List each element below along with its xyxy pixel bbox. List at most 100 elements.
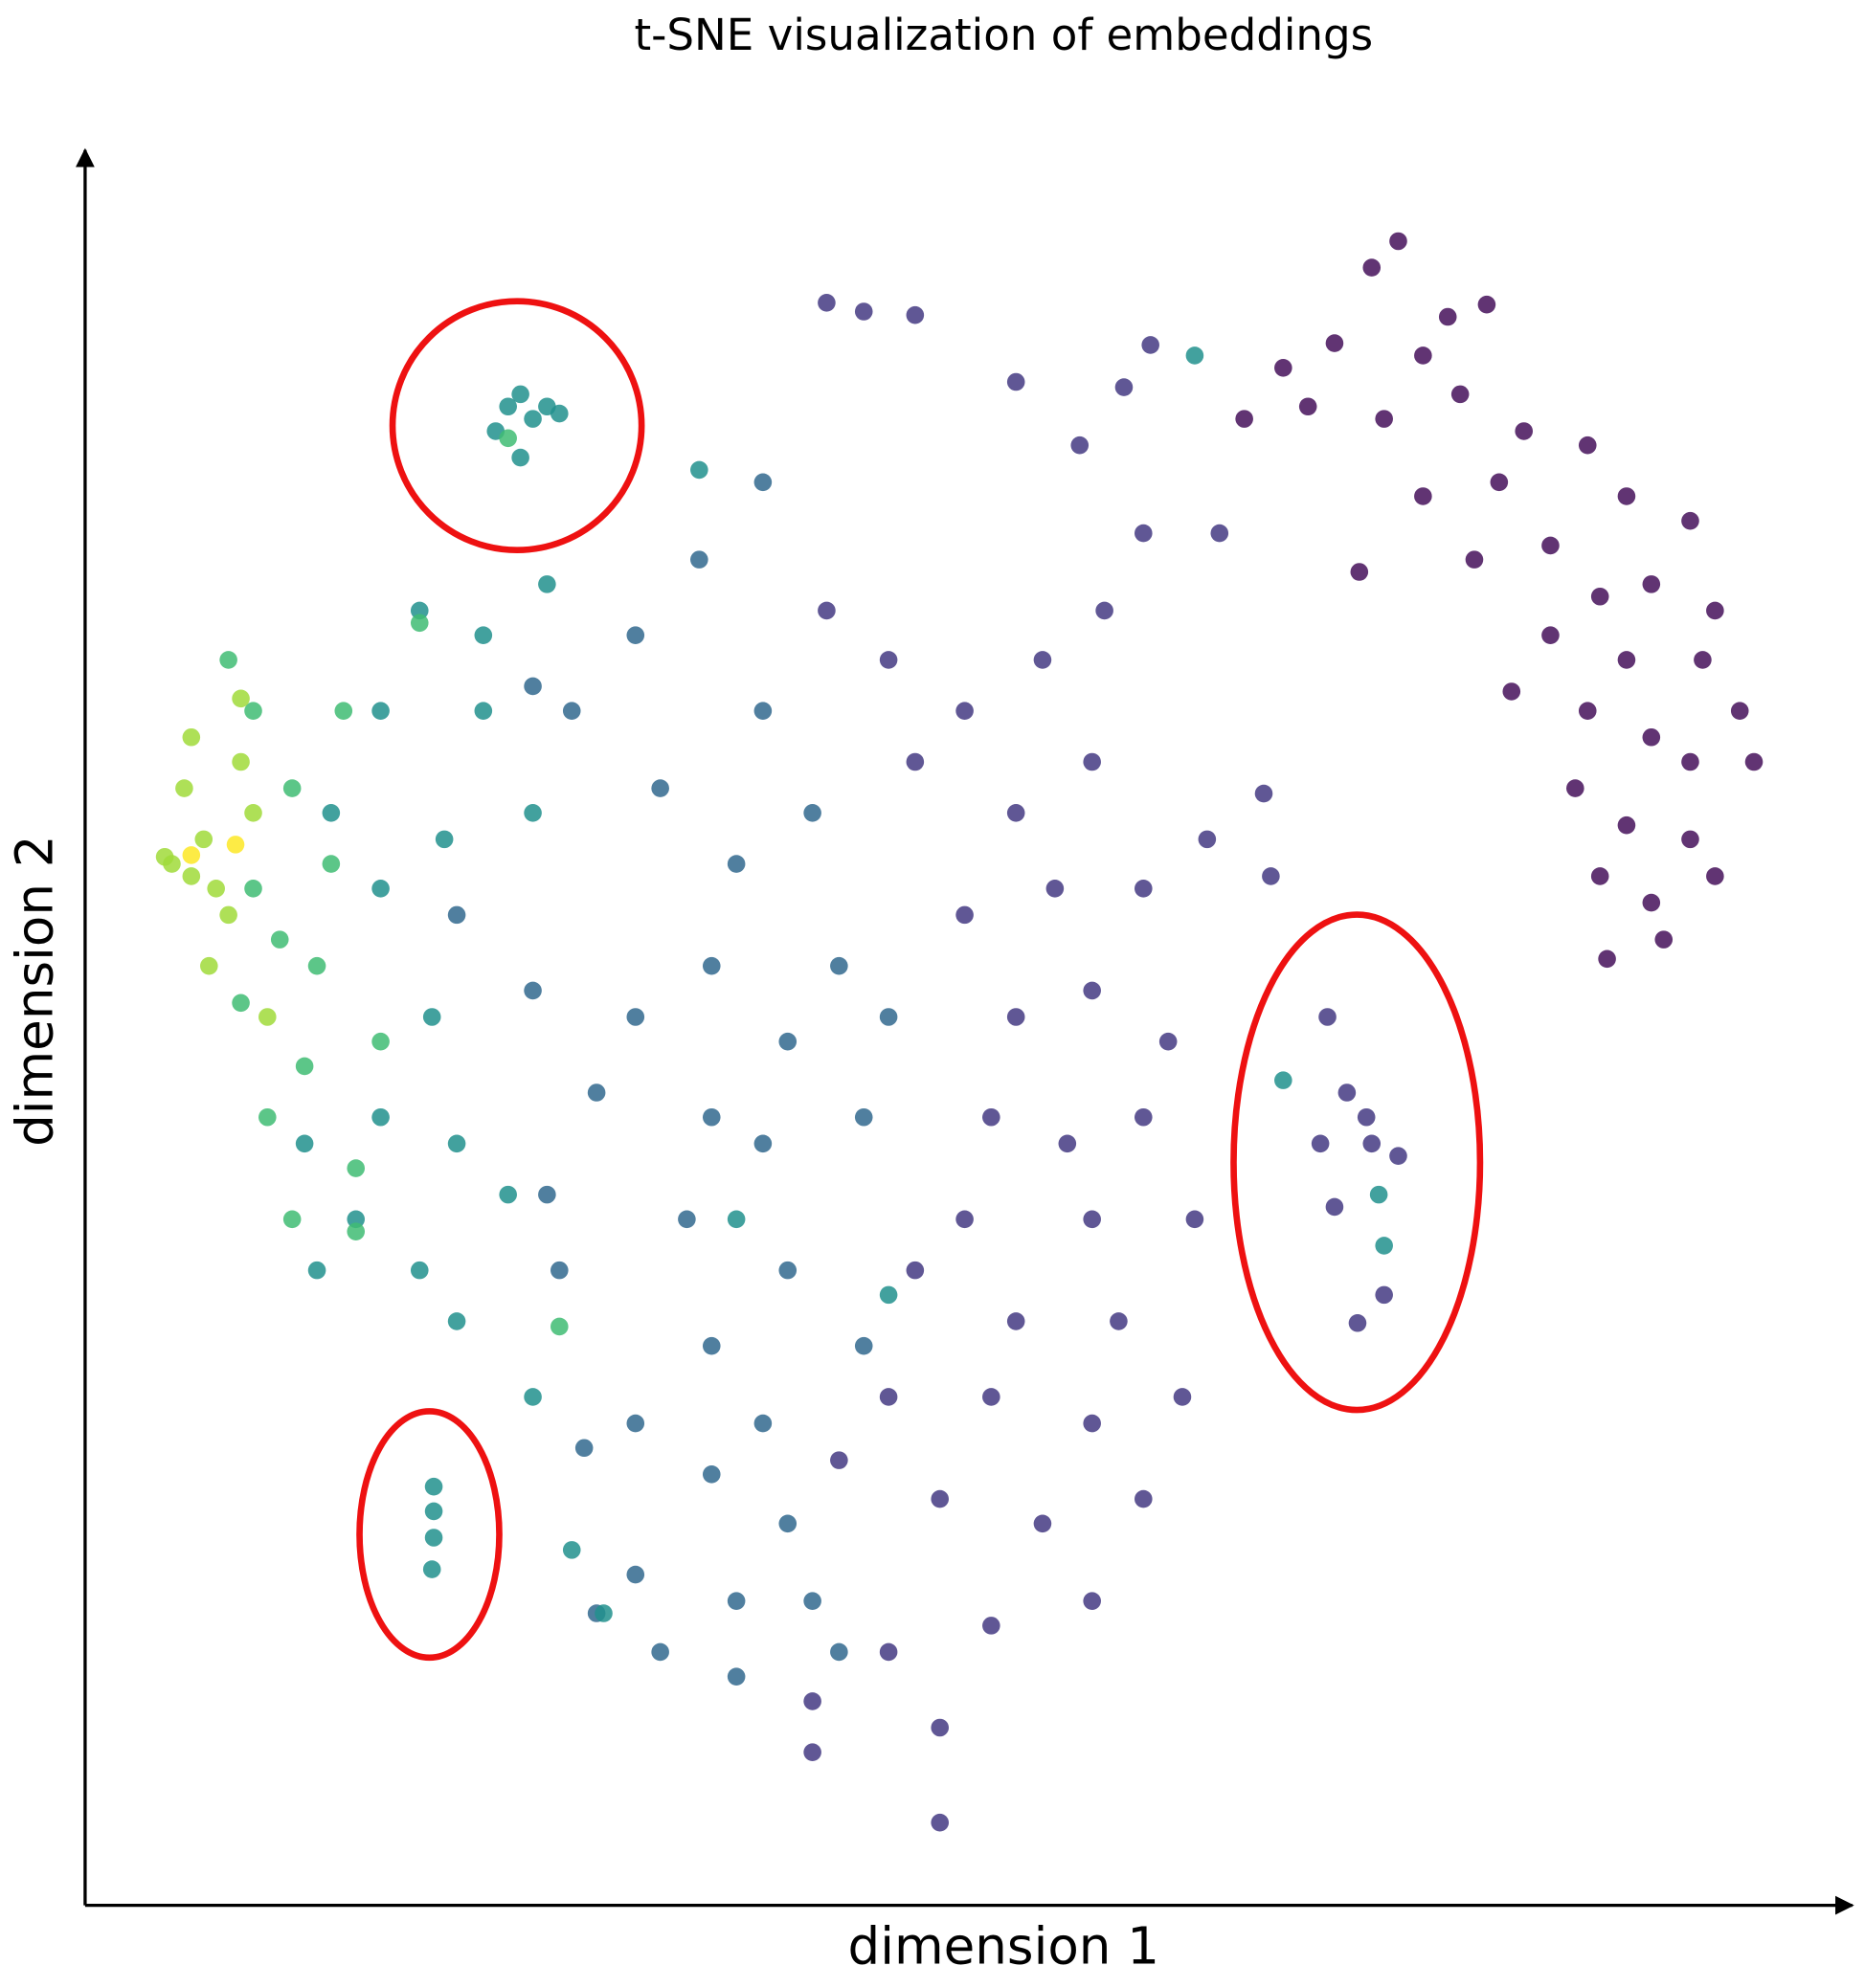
point: [1006, 372, 1025, 391]
point: [1541, 536, 1560, 555]
point: [1348, 1313, 1367, 1332]
point: [1414, 487, 1432, 505]
point: [1006, 1008, 1025, 1026]
point: [347, 1210, 366, 1229]
point: [200, 956, 218, 975]
point: [424, 1477, 443, 1496]
point: [282, 1210, 302, 1229]
point: [1235, 410, 1253, 428]
point: [435, 830, 454, 849]
point: [1274, 1071, 1292, 1089]
point: [1262, 867, 1280, 885]
point: [371, 1032, 390, 1051]
point: [1110, 1312, 1128, 1330]
point: [1515, 422, 1534, 440]
point: [1298, 397, 1317, 416]
point: [1198, 830, 1217, 849]
point: [1210, 524, 1229, 543]
point: [307, 1261, 326, 1280]
points: [155, 232, 1764, 1832]
point: [410, 601, 429, 620]
point: [538, 1185, 556, 1204]
point: [854, 302, 873, 321]
point: [1681, 830, 1699, 849]
point: [258, 1008, 277, 1026]
point: [424, 1529, 443, 1547]
point: [879, 1642, 898, 1662]
point: [931, 1489, 950, 1508]
point: [410, 1261, 429, 1280]
point: [854, 1336, 873, 1355]
highlight-ellipse: [389, 298, 645, 554]
point: [422, 1008, 441, 1026]
point: [499, 429, 517, 448]
point: [334, 702, 353, 720]
point: [270, 930, 289, 949]
point: [447, 1312, 466, 1330]
point: [562, 702, 581, 720]
point: [1617, 815, 1636, 835]
point: [778, 1514, 798, 1533]
point: [175, 779, 193, 797]
point: [1185, 346, 1204, 365]
point: [295, 1134, 314, 1153]
point: [1694, 651, 1712, 669]
point: [982, 1617, 1000, 1635]
point: [626, 626, 645, 644]
point: [1006, 804, 1025, 822]
point: [524, 1388, 542, 1406]
point: [232, 689, 250, 708]
point: [1541, 626, 1560, 644]
point: [1350, 563, 1369, 581]
point: [1450, 385, 1470, 404]
point: [1070, 436, 1090, 455]
point: [753, 1134, 773, 1153]
point: [1706, 601, 1724, 620]
chart-title: t-SNE visualization of embeddings: [634, 10, 1373, 60]
point: [1135, 524, 1153, 543]
point: [906, 305, 925, 324]
point: [778, 1261, 798, 1280]
point: [778, 1032, 798, 1051]
point: [371, 702, 390, 720]
point: [1465, 550, 1484, 569]
point: [1477, 295, 1496, 314]
point: [1502, 682, 1521, 701]
point: [1490, 473, 1509, 492]
point: [818, 294, 836, 312]
point: [1389, 1147, 1407, 1165]
point: [1083, 1210, 1101, 1229]
point: [1438, 307, 1457, 326]
point: [1617, 651, 1636, 669]
point: [803, 1592, 821, 1610]
point: [1730, 702, 1749, 720]
point: [499, 1185, 517, 1204]
point: [155, 847, 174, 866]
point: [982, 1107, 1000, 1127]
point: [511, 385, 529, 404]
point: [1590, 867, 1609, 885]
point: [1598, 949, 1616, 969]
point: [803, 1692, 821, 1710]
point: [322, 804, 341, 822]
point: [690, 550, 708, 569]
point: [955, 702, 974, 720]
point: [982, 1388, 1000, 1406]
point: [551, 404, 569, 423]
point: [1083, 1592, 1101, 1610]
point: [1325, 1197, 1344, 1217]
point: [727, 1667, 746, 1686]
point: [906, 752, 925, 771]
point: [1033, 651, 1052, 669]
point: [1045, 880, 1065, 898]
point: [182, 867, 201, 885]
point: [626, 1414, 645, 1433]
point: [931, 1718, 950, 1737]
point: [1357, 1107, 1376, 1127]
point: [282, 779, 302, 797]
point: [955, 905, 974, 925]
point: [219, 651, 237, 669]
point: [1083, 1414, 1101, 1433]
point: [538, 575, 556, 593]
